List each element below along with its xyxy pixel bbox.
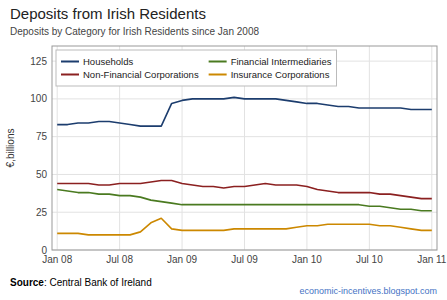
x-grid-line bbox=[369, 46, 370, 250]
x-tick-label: Jul 08 bbox=[106, 254, 133, 265]
source-label: Source bbox=[10, 277, 44, 288]
legend-item: Households bbox=[61, 56, 133, 67]
y-axis-label: €,billions bbox=[5, 129, 16, 168]
legend-label: Financial Intermediaries bbox=[231, 56, 332, 67]
x-tick-label: Jan 10 bbox=[292, 254, 322, 265]
source-note: Source: Central Bank of Ireland bbox=[10, 277, 152, 288]
legend-label: Households bbox=[83, 56, 133, 67]
y-tick-label: 25 bbox=[36, 207, 48, 218]
legend-item: Financial Intermediaries bbox=[209, 56, 332, 67]
y-tick-label: 75 bbox=[36, 131, 48, 142]
legend-frame bbox=[56, 50, 337, 86]
chart: Deposits from Irish Residents Deposits by… bbox=[0, 0, 447, 300]
legend-swatch bbox=[209, 74, 227, 76]
plot-background bbox=[52, 46, 437, 250]
x-tick-label: Jul 09 bbox=[231, 254, 258, 265]
x-grid-line bbox=[431, 46, 432, 250]
legend: Households Non-Financial Corporations Fina… bbox=[56, 50, 337, 86]
legend-label: Insurance Corporations bbox=[231, 69, 330, 80]
title: Deposits from Irish Residents bbox=[10, 5, 206, 22]
y-tick-label: 125 bbox=[30, 56, 47, 67]
x-tick-label: Jan 09 bbox=[167, 254, 197, 265]
series-lines bbox=[57, 97, 432, 235]
y-tick-label: 50 bbox=[36, 169, 48, 180]
legend-label: Non-Financial Corporations bbox=[83, 69, 199, 80]
legend-swatch bbox=[209, 61, 227, 63]
url-note: economic-incentives.blogspot.com bbox=[299, 286, 437, 296]
source-text: : Central Bank of Ireland bbox=[44, 277, 152, 288]
x-tick-label: Jan 08 bbox=[42, 254, 72, 265]
line bbox=[57, 218, 432, 235]
grid bbox=[52, 46, 437, 250]
line bbox=[57, 97, 432, 126]
x-tick-label: Jul 10 bbox=[356, 254, 383, 265]
legend-swatch bbox=[61, 74, 79, 76]
x-tick-label: Jan 11 bbox=[417, 254, 447, 265]
legend-item: Insurance Corporations bbox=[209, 69, 330, 80]
axes: 0255075100125Jan 08Jul 08Jan 09Jul 09Jan… bbox=[30, 56, 447, 265]
plot-frame bbox=[52, 46, 437, 250]
subtitle: Deposits by Category for Irish Residents… bbox=[10, 26, 259, 37]
line bbox=[57, 180, 432, 198]
y-tick-label: 100 bbox=[30, 93, 47, 104]
line bbox=[57, 190, 432, 211]
legend-item: Non-Financial Corporations bbox=[61, 69, 199, 80]
legend-swatch bbox=[61, 61, 79, 63]
